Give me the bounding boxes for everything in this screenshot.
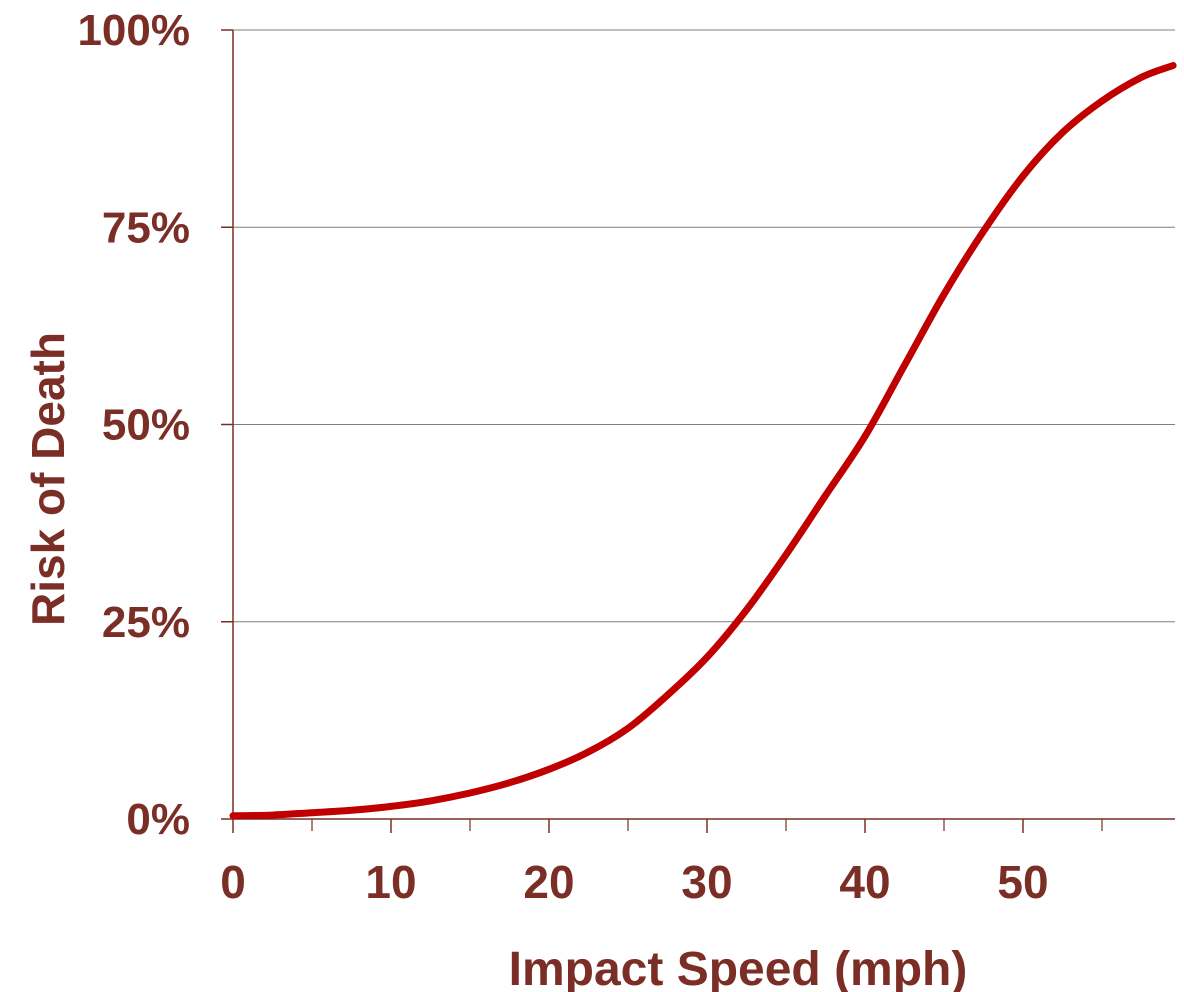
grid-lines bbox=[233, 29, 1175, 623]
x-tick-labels: 0 10 20 30 40 50 bbox=[220, 856, 1048, 908]
tick-marks bbox=[221, 29, 1103, 833]
y-tick-label: 25% bbox=[102, 598, 190, 647]
y-tick-label: 100% bbox=[77, 6, 190, 55]
x-tick-label: 0 bbox=[220, 856, 246, 908]
y-tick-labels: 0% 25% 50% 75% 100% bbox=[77, 6, 190, 844]
y-axis-title: Risk of Death bbox=[22, 332, 74, 626]
x-tick-label: 20 bbox=[523, 856, 574, 908]
x-tick-label: 10 bbox=[365, 856, 416, 908]
series-line-0 bbox=[229, 62, 1177, 820]
y-tick-label: 75% bbox=[102, 203, 190, 252]
x-tick-label: 50 bbox=[997, 856, 1048, 908]
y-tick-label: 50% bbox=[102, 401, 190, 450]
x-axis-title: Impact Speed (mph) bbox=[509, 943, 968, 992]
x-tick-label: 30 bbox=[681, 856, 732, 908]
series bbox=[229, 62, 1177, 820]
y-tick-label: 0% bbox=[126, 795, 190, 844]
x-tick-label: 40 bbox=[839, 856, 890, 908]
